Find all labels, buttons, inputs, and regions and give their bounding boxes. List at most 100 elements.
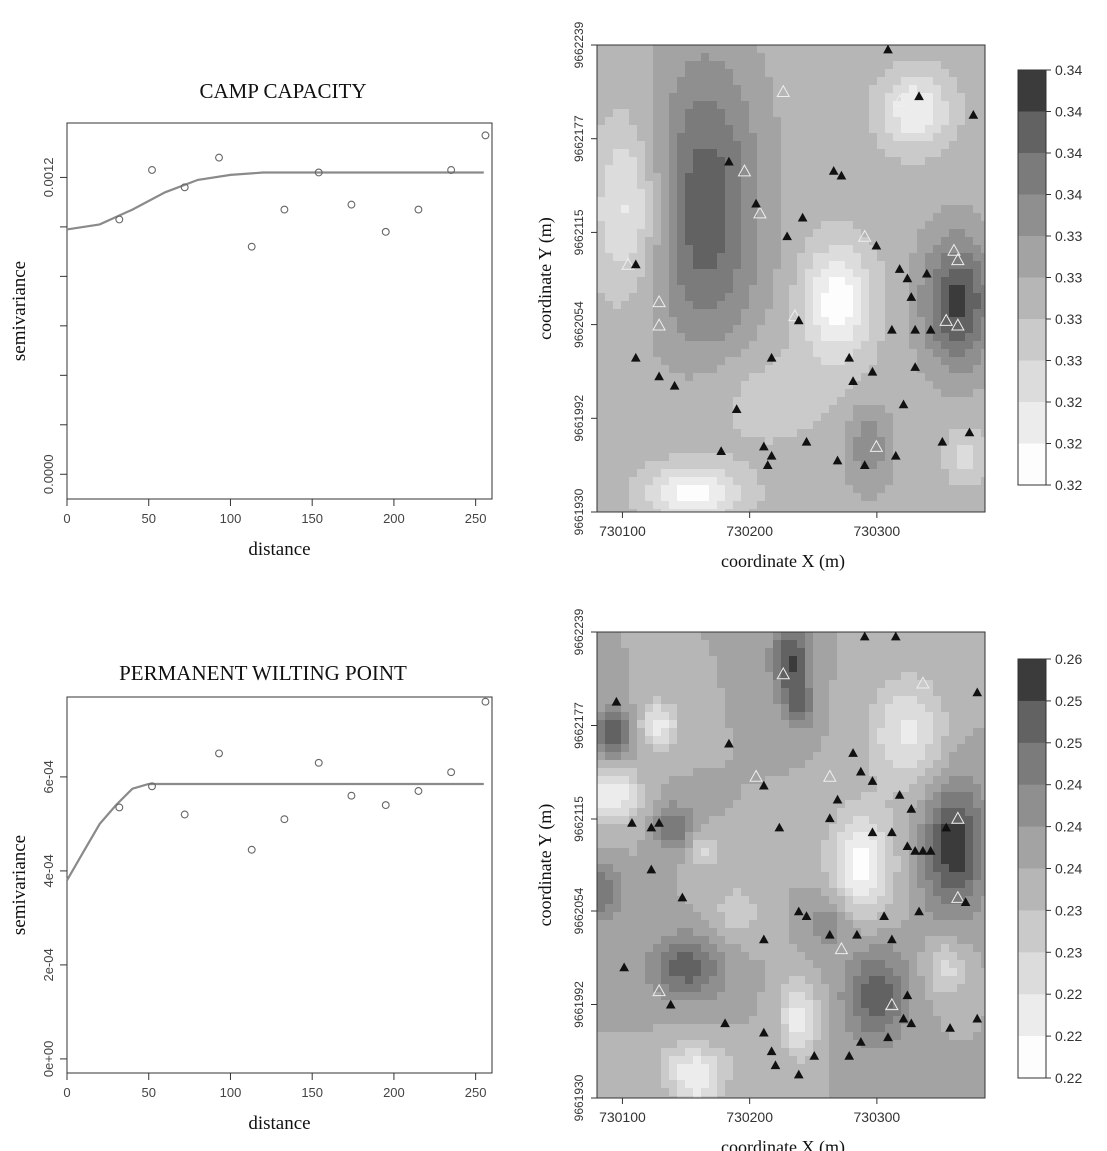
contour-cell: [733, 213, 742, 222]
contour-cell: [701, 704, 710, 713]
contour-cell: [957, 133, 966, 142]
contour-cell: [597, 317, 606, 326]
contour-cell: [661, 784, 670, 793]
contour-cell: [709, 309, 718, 318]
contour-cell: [597, 760, 606, 769]
contour-cell: [781, 704, 790, 713]
contour-cell: [725, 245, 734, 254]
contour-cell: [805, 752, 814, 761]
contour-cell: [789, 45, 798, 54]
contour-cell: [861, 760, 870, 769]
pwp-contour-map: 730100 730200 7303009661930966199296620549…: [535, 608, 1082, 1151]
contour-cell: [621, 293, 630, 302]
contour-cell: [765, 832, 774, 841]
data-point: [381, 227, 390, 236]
contour-cell: [741, 357, 750, 366]
contour-cell: [765, 856, 774, 865]
contour-cell: [885, 333, 894, 342]
contour-cell: [981, 501, 985, 510]
contour-cell: [605, 333, 614, 342]
contour-cell: [813, 77, 822, 86]
contour-cell: [605, 61, 614, 70]
contour-cell: [901, 936, 910, 945]
contour-cell: [741, 736, 750, 745]
contour-cell: [925, 405, 934, 414]
contour-cell: [821, 293, 830, 302]
contour-cell: [741, 309, 750, 318]
contour-cell: [893, 269, 902, 278]
contour-cell: [973, 864, 982, 873]
contour-cell: [765, 485, 774, 494]
contour-cell: [645, 872, 654, 881]
contour-cell: [789, 477, 798, 486]
contour-cell: [685, 680, 694, 689]
contour-cell: [725, 752, 734, 761]
contour-cell: [605, 800, 614, 809]
contour-cell: [701, 485, 710, 494]
contour-cell: [605, 808, 614, 817]
contour-cell: [901, 61, 910, 70]
contour-cell: [693, 712, 702, 721]
contour-cell: [877, 720, 886, 729]
contour-cell: [669, 904, 678, 913]
contour-cell: [797, 640, 806, 649]
contour-cell: [709, 936, 718, 945]
contour-cell: [949, 381, 958, 390]
contour-cell: [773, 405, 782, 414]
contour-cell: [693, 365, 702, 374]
contour-cell: [677, 712, 686, 721]
contour-cell: [933, 165, 942, 174]
contour-cell: [597, 77, 606, 86]
contour-cell: [637, 213, 646, 222]
contour-cell: [709, 205, 718, 214]
contour-cell: [749, 736, 758, 745]
contour-cell: [869, 53, 878, 62]
contour-cell: [637, 648, 646, 657]
contour-cell: [637, 53, 646, 62]
contour-cell: [605, 437, 614, 446]
contour-cell: [837, 453, 846, 462]
sample-marker: [801, 436, 812, 446]
contour-cell: [797, 784, 806, 793]
contour-cell: [637, 165, 646, 174]
contour-cell: [837, 736, 846, 745]
contour-cell: [741, 800, 750, 809]
contour-cell: [629, 325, 638, 334]
contour-cell: [901, 77, 910, 86]
contour-cell: [725, 648, 734, 657]
contour-cell: [877, 365, 886, 374]
contour-cell: [845, 848, 854, 857]
contour-cell: [965, 389, 974, 398]
contour-cell: [965, 205, 974, 214]
contour-cell: [685, 696, 694, 705]
contour-cell: [645, 752, 654, 761]
contour-cell: [845, 832, 854, 841]
contour-cell: [605, 389, 614, 398]
contour-cell: [741, 840, 750, 849]
contour-cell: [909, 77, 918, 86]
contour-cell: [917, 173, 926, 182]
contour-cell: [605, 880, 614, 889]
contour-cell: [813, 309, 822, 318]
contour-cell: [661, 325, 670, 334]
contour-cell: [725, 389, 734, 398]
contour-cell: [637, 461, 646, 470]
contour-cell: [789, 125, 798, 134]
contour-cell: [917, 373, 926, 382]
contour-cell: [821, 77, 830, 86]
contour-cell: [733, 237, 742, 246]
contour-cell: [829, 800, 838, 809]
sample-marker: [630, 259, 641, 269]
contour-cell: [725, 453, 734, 462]
contour-cell: [981, 720, 985, 729]
contour-cell: [653, 341, 662, 350]
contour-cell: [773, 245, 782, 254]
contour-cell: [757, 688, 766, 697]
contour-cell: [805, 61, 814, 70]
contour-cell: [765, 680, 774, 689]
contour-cell: [661, 485, 670, 494]
contour-cell: [709, 509, 718, 512]
contour-cell: [605, 872, 614, 881]
contour-cell: [885, 904, 894, 913]
contour-cell: [973, 493, 982, 502]
